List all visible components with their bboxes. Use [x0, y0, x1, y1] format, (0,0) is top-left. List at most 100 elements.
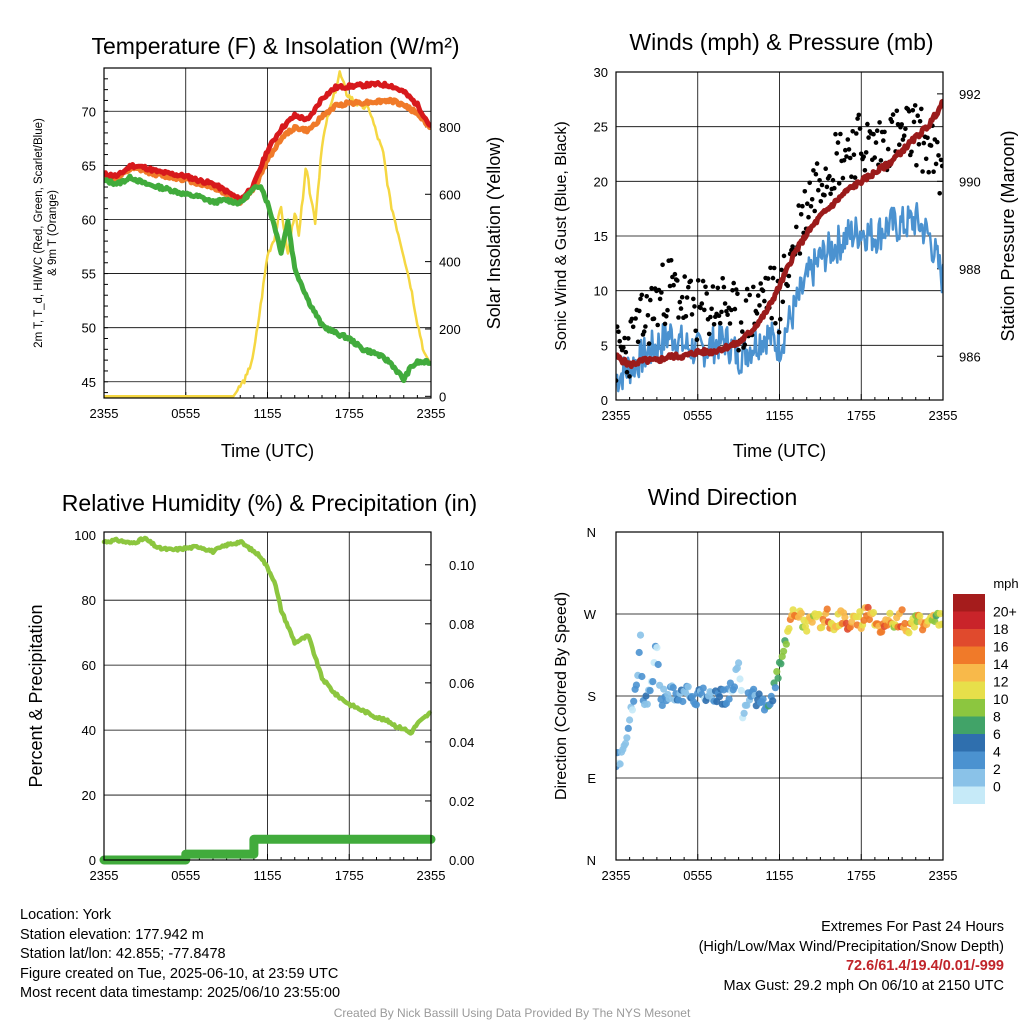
extremes-values: 72.6/61.4/19.4/0.01/-999	[845, 958, 1004, 974]
direction-point	[665, 695, 673, 703]
y2-tick-label: 400	[439, 255, 461, 270]
gust-point	[626, 336, 631, 341]
gust-point	[704, 291, 709, 296]
direction-point	[780, 647, 788, 655]
y-axis-label: Percent & Precipitation	[26, 604, 46, 787]
y-tick-label: E	[587, 771, 596, 786]
gust-point	[836, 181, 842, 186]
gust-point	[731, 280, 736, 286]
gust-point	[850, 129, 855, 134]
direction-point	[936, 610, 943, 618]
plot-frame	[103, 531, 432, 861]
y2-tick-label: 988	[959, 262, 981, 277]
gust-point	[732, 306, 738, 312]
gust-point	[802, 189, 808, 194]
direction-point	[743, 701, 751, 709]
gust-point	[910, 108, 916, 113]
gust-point	[846, 147, 852, 152]
gust-point	[711, 322, 717, 327]
colorbar-label: 16	[993, 639, 1009, 655]
gust-point	[635, 339, 641, 345]
gust-point	[760, 288, 766, 294]
y-tick-label: 45	[82, 375, 96, 390]
direction-point	[692, 701, 701, 709]
gust-point	[664, 314, 669, 319]
y-tick-label: 15	[594, 229, 608, 244]
gust-point	[872, 155, 877, 160]
y-tick-label: 50	[82, 321, 96, 336]
y-tick-label: W	[584, 607, 597, 622]
gust-point	[698, 305, 703, 311]
colorbar-label: 20+	[993, 604, 1017, 620]
y-tick-label: 60	[82, 658, 96, 673]
gust-point	[817, 178, 822, 183]
gust-point	[890, 112, 896, 117]
gust-point	[779, 267, 784, 273]
gust-point	[816, 187, 821, 193]
y2-tick-label: 0.02	[449, 794, 474, 809]
gust-point	[851, 152, 857, 157]
station-info: Location: York Station elevation: 177.94…	[20, 906, 340, 1004]
gust-point	[834, 151, 839, 156]
x-tick-label: 2355	[90, 406, 119, 421]
gust-point	[623, 349, 629, 355]
x-tick-label: 0555	[171, 868, 200, 883]
direction-point	[938, 620, 943, 628]
gust-point	[757, 303, 762, 308]
gust-point	[659, 290, 664, 295]
direction-point	[646, 687, 654, 695]
gust-point	[715, 285, 721, 291]
gust-point	[865, 121, 870, 127]
gust-point	[878, 158, 884, 163]
gust-point	[778, 316, 783, 322]
gust-point	[629, 316, 635, 322]
gust-point	[722, 301, 728, 306]
gust-point	[871, 131, 876, 137]
direction-point	[769, 697, 777, 705]
gust-point	[743, 298, 749, 303]
y-tick-label: 40	[82, 723, 96, 738]
credit-text: Created By Nick Bassill Using Data Provi…	[333, 1006, 691, 1020]
y2-axis-label: Solar Insolation (Yellow)	[484, 137, 504, 329]
gust-point	[773, 321, 778, 326]
gust-point	[933, 161, 939, 167]
direction-point	[750, 685, 758, 693]
gust-point	[677, 299, 683, 305]
gust-point	[645, 313, 651, 318]
gust-point	[710, 284, 716, 289]
gust-point	[833, 131, 838, 137]
direction-point	[808, 618, 816, 626]
colorbar-swatch	[953, 769, 985, 787]
colorbar-label: 14	[993, 656, 1009, 672]
x-tick-label: 0555	[683, 868, 712, 883]
gust-point	[909, 149, 914, 155]
colorbar-swatch	[953, 664, 985, 682]
gust-point	[857, 126, 863, 131]
recent-text: Most recent data timestamp: 2025/06/10 2…	[20, 985, 341, 1001]
y-tick-label: 55	[82, 267, 96, 282]
gust-point	[762, 298, 767, 304]
gust-point	[678, 306, 684, 311]
gust-point	[919, 106, 924, 112]
gust-point	[736, 347, 741, 353]
colorbar-swatch	[953, 646, 985, 664]
gust-point	[786, 273, 792, 279]
x-axis-label: Time (UTC)	[221, 441, 314, 461]
direction-point	[715, 693, 724, 701]
gust-point	[849, 174, 854, 179]
gust-point	[683, 314, 689, 319]
direction-point	[856, 608, 864, 616]
extremes-info: Extremes For Past 24 Hours (High/Low/Max…	[699, 918, 1004, 996]
y-tick-label: 0	[601, 393, 608, 408]
gust-point	[781, 253, 787, 259]
gust-point	[824, 184, 830, 190]
gust-point	[765, 276, 771, 281]
direction-point	[782, 640, 790, 648]
direction-point	[636, 631, 645, 639]
colorbar-label: 12	[993, 674, 1009, 690]
gust-point	[939, 163, 943, 169]
y2-tick-label: 800	[439, 120, 461, 135]
direction-point	[616, 760, 624, 768]
gust-point	[717, 320, 723, 326]
gust-point	[841, 158, 847, 163]
